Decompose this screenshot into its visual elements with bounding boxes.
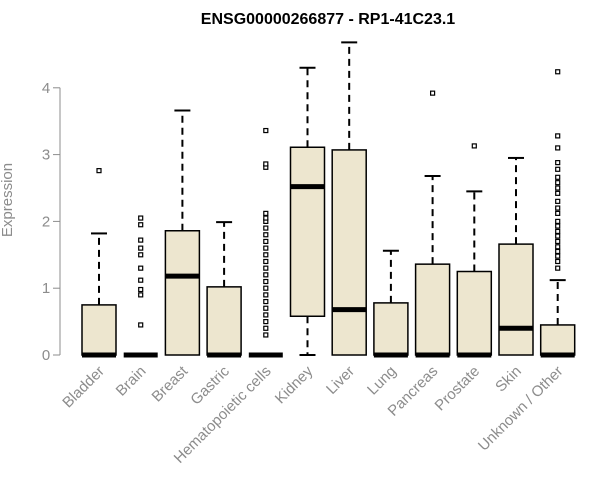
y-tick-label: 4 (42, 80, 50, 97)
y-axis-label: Expression (0, 163, 16, 237)
x-tick-label: Prostate (432, 363, 484, 415)
outlier-point (555, 265, 561, 271)
outlier-point (263, 210, 269, 216)
box-lung (373, 249, 409, 358)
y-tick-label: 0 (42, 347, 50, 364)
outlier-point (138, 286, 144, 293)
box-prostate (456, 143, 493, 358)
outlier-point (263, 278, 269, 285)
box-pancreas (414, 90, 451, 358)
outlier-point (263, 312, 269, 318)
box-unknown-other (539, 69, 576, 358)
outlier-point (263, 215, 269, 221)
outlier-point (263, 127, 269, 134)
box-body (289, 146, 326, 318)
outlier-point (555, 69, 561, 75)
outlier-point (138, 215, 144, 221)
outlier-point (138, 277, 144, 283)
outlier-point (555, 218, 561, 224)
box-body (498, 243, 534, 356)
outlier-point (263, 265, 269, 271)
box-body (373, 302, 409, 356)
x-tick-label: Breast (149, 362, 192, 405)
outlier-point (555, 145, 561, 151)
box-hematopoietic-cells (248, 127, 283, 358)
box-body (539, 324, 576, 356)
x-tick-label: Liver (323, 363, 358, 398)
box-body (456, 270, 493, 356)
y-tick-label: 2 (42, 213, 50, 230)
outlier-point (263, 292, 269, 298)
outlier-point (555, 228, 561, 235)
outlier-point (263, 238, 269, 245)
outlier-point (430, 90, 436, 96)
outlier-point (138, 245, 144, 251)
outlier-point (96, 168, 102, 174)
box-body (164, 230, 201, 356)
outlier-point (138, 252, 144, 258)
outlier-point (263, 232, 269, 238)
y-tick-label: 1 (42, 280, 50, 297)
outlier-point (263, 285, 269, 291)
outlier-point (555, 258, 561, 265)
outlier-point (555, 238, 561, 245)
x-tick-label: Bladder (59, 363, 108, 412)
outlier-point (138, 222, 144, 228)
outlier-point (555, 166, 561, 172)
outlier-point (555, 133, 561, 139)
box-kidney (289, 66, 326, 356)
box-body (414, 263, 451, 356)
outlier-point (555, 205, 561, 211)
outlier-point (138, 322, 144, 328)
chart-title: ENSG00000266877 - RP1-41C23.1 (201, 11, 455, 28)
box-body (331, 149, 367, 356)
x-tick-label: Kidney (272, 362, 317, 407)
outlier-point (263, 272, 269, 278)
box-body (81, 304, 117, 356)
outlier-point (471, 143, 477, 149)
outlier-point (263, 325, 269, 331)
y-tick-label: 3 (42, 147, 50, 164)
outlier-point (555, 253, 561, 259)
outlier-point (263, 161, 269, 167)
outlier-point (555, 190, 561, 196)
outlier-point (555, 248, 561, 255)
box-breast (164, 109, 201, 356)
outlier-point (138, 292, 144, 298)
outlier-point (555, 180, 561, 186)
box-liver (331, 41, 367, 356)
outlier-point (555, 174, 561, 180)
outlier-point (555, 233, 561, 239)
x-tick-label: Brain (113, 363, 150, 400)
outlier-point (555, 185, 561, 191)
outlier-point (263, 245, 269, 251)
box-gastric (206, 221, 242, 358)
outlier-point (263, 252, 269, 258)
box-skin (498, 156, 534, 356)
x-tick-label: Skin (492, 363, 525, 396)
outlier-point (555, 223, 561, 229)
outlier-point (263, 319, 269, 325)
x-tick-label: Lung (364, 363, 400, 399)
box-body (206, 286, 242, 356)
boxes (81, 41, 576, 358)
outlier-point (263, 305, 269, 311)
outlier-point (555, 198, 561, 204)
outlier-point (555, 160, 561, 166)
box-brain (123, 215, 158, 358)
y-axis: 0 1 2 3 4 (42, 80, 61, 364)
outlier-point (263, 225, 269, 231)
outlier-point (138, 237, 144, 243)
outlier-point (263, 298, 269, 305)
box-bladder (81, 168, 117, 358)
outlier-point (555, 244, 561, 250)
outlier-point (138, 265, 144, 271)
outlier-point (263, 332, 269, 338)
outlier-point (555, 210, 561, 216)
outlier-point (263, 258, 269, 265)
